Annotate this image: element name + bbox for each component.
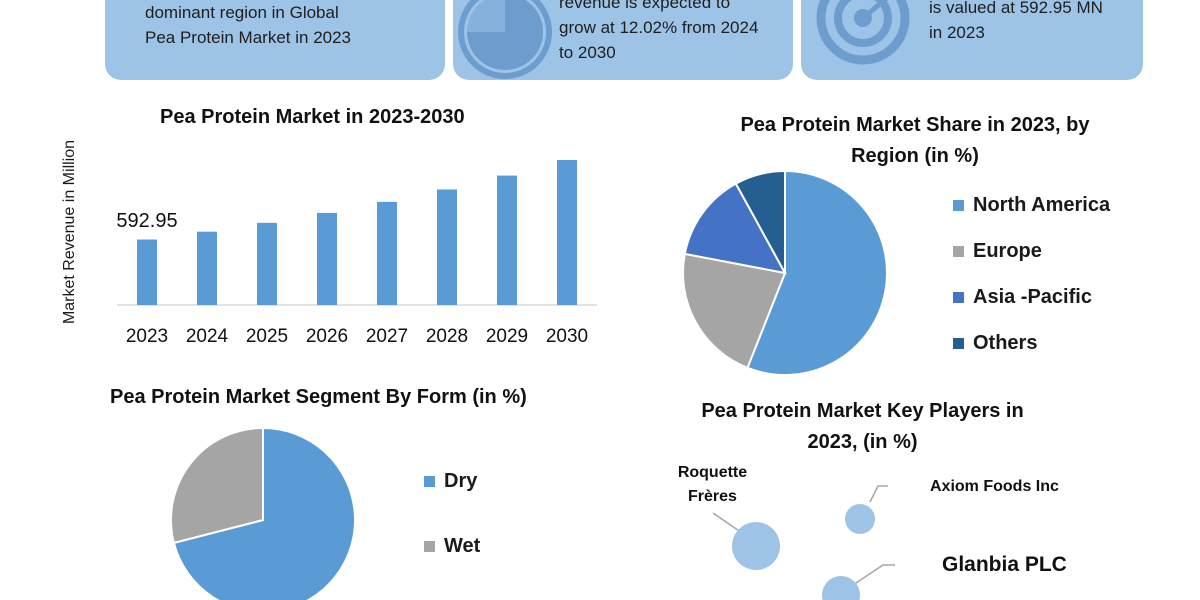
card-text-line: in 2023 [929,23,985,42]
bar-2027 [377,201,397,305]
legend-item: Wet [424,535,480,558]
players-title-line: 2023, (in %) [807,431,918,453]
pie-slice-europe [682,252,787,370]
player-label-glanbia: Glanbia PLC [942,553,1067,576]
form-pie-title: Pea Protein Market Segment By Form (in %… [110,386,527,408]
legend-item: Others [953,332,1037,355]
legend-label: Asia -Pacific [973,286,1092,308]
card-text-line: revenue is expected to [559,0,731,12]
player-bubble-axiom [845,504,875,534]
players-title-line: Pea Protein Market Key Players in [701,400,1024,422]
bar-tick-label: 2025 [246,326,288,347]
pie-slice-north-america [746,169,888,376]
bar-chart-title: Pea Protein Market in 2023-2030 [160,106,465,128]
bar-2030 [557,160,577,305]
player-label-line: Frères [688,488,737,505]
legend-item: Europe [953,240,1042,263]
bar-data-label: 592.95 [116,210,177,232]
player-label-axiom: Axiom Foods Inc [930,478,1059,495]
bar-tick-label: 2028 [426,326,468,347]
target-icon [816,0,910,65]
bar-tick-label: 2029 [486,326,528,347]
legend-swatch [953,246,964,257]
bar-2029 [497,175,517,305]
region-pie-title: Pea Protein Market Share in 2023, by Reg… [705,110,1125,172]
bar-2026 [317,212,337,305]
card-text-line: dominant region in Global [145,3,339,22]
bar-2028 [437,189,457,305]
bar-2025 [257,222,277,305]
card-text-line: grow at 12.02% from 2024 [559,18,759,37]
player-label-roquette: Roquette Frères [655,461,770,509]
card-text-line: to 2030 [559,43,616,62]
players-title: Pea Protein Market Key Players in 2023, … [665,396,1060,458]
legend-label: North America [973,194,1111,216]
legend-label: Wet [444,535,481,557]
player-bubble-glanbia [822,576,860,600]
bar-2023 [137,239,157,305]
legend-label: Others [973,332,1038,354]
pie-slice-others [734,169,786,274]
legend-swatch [424,541,435,552]
info-card-region: dominant region in Global Pea Protein Ma… [105,0,445,80]
legend-swatch [953,338,964,349]
pie-slice-wet [170,426,264,545]
pie-slice-asia-pacific [683,182,787,275]
bar-tick-label: 2024 [186,326,229,347]
pie-chart-icon [458,0,552,79]
legend-swatch [424,476,435,487]
legend-label: Europe [973,240,1042,262]
region-pie-title-line: Pea Protein Market Share in 2023, by [740,114,1090,136]
pie-slice-dry [172,426,356,600]
region-pie-title-line: Region (in %) [851,145,979,167]
card-text-line: is valued at 592.95 MN [929,0,1103,17]
legend-item: Dry [424,470,477,493]
bar-tick-label: 2026 [306,326,348,347]
info-card-growth: revenue is expected to grow at 12.02% fr… [453,0,793,80]
player-bubble-roquette [732,522,780,570]
legend-label: Dry [444,470,478,492]
bar-tick-label: 2030 [546,326,588,347]
bar-tick-label: 2027 [366,326,408,347]
legend-swatch [953,292,964,303]
legend-swatch [953,200,964,211]
legend-item: North America [953,194,1110,217]
bar-2024 [197,231,217,305]
card-text-line: Pea Protein Market in 2023 [145,28,352,47]
bar-tick-label: 2023 [126,326,168,347]
player-label-line: Roquette [677,464,748,481]
info-card-value: is valued at 592.95 MN in 2023 [801,0,1143,80]
legend-item: Asia -Pacific [953,286,1092,309]
